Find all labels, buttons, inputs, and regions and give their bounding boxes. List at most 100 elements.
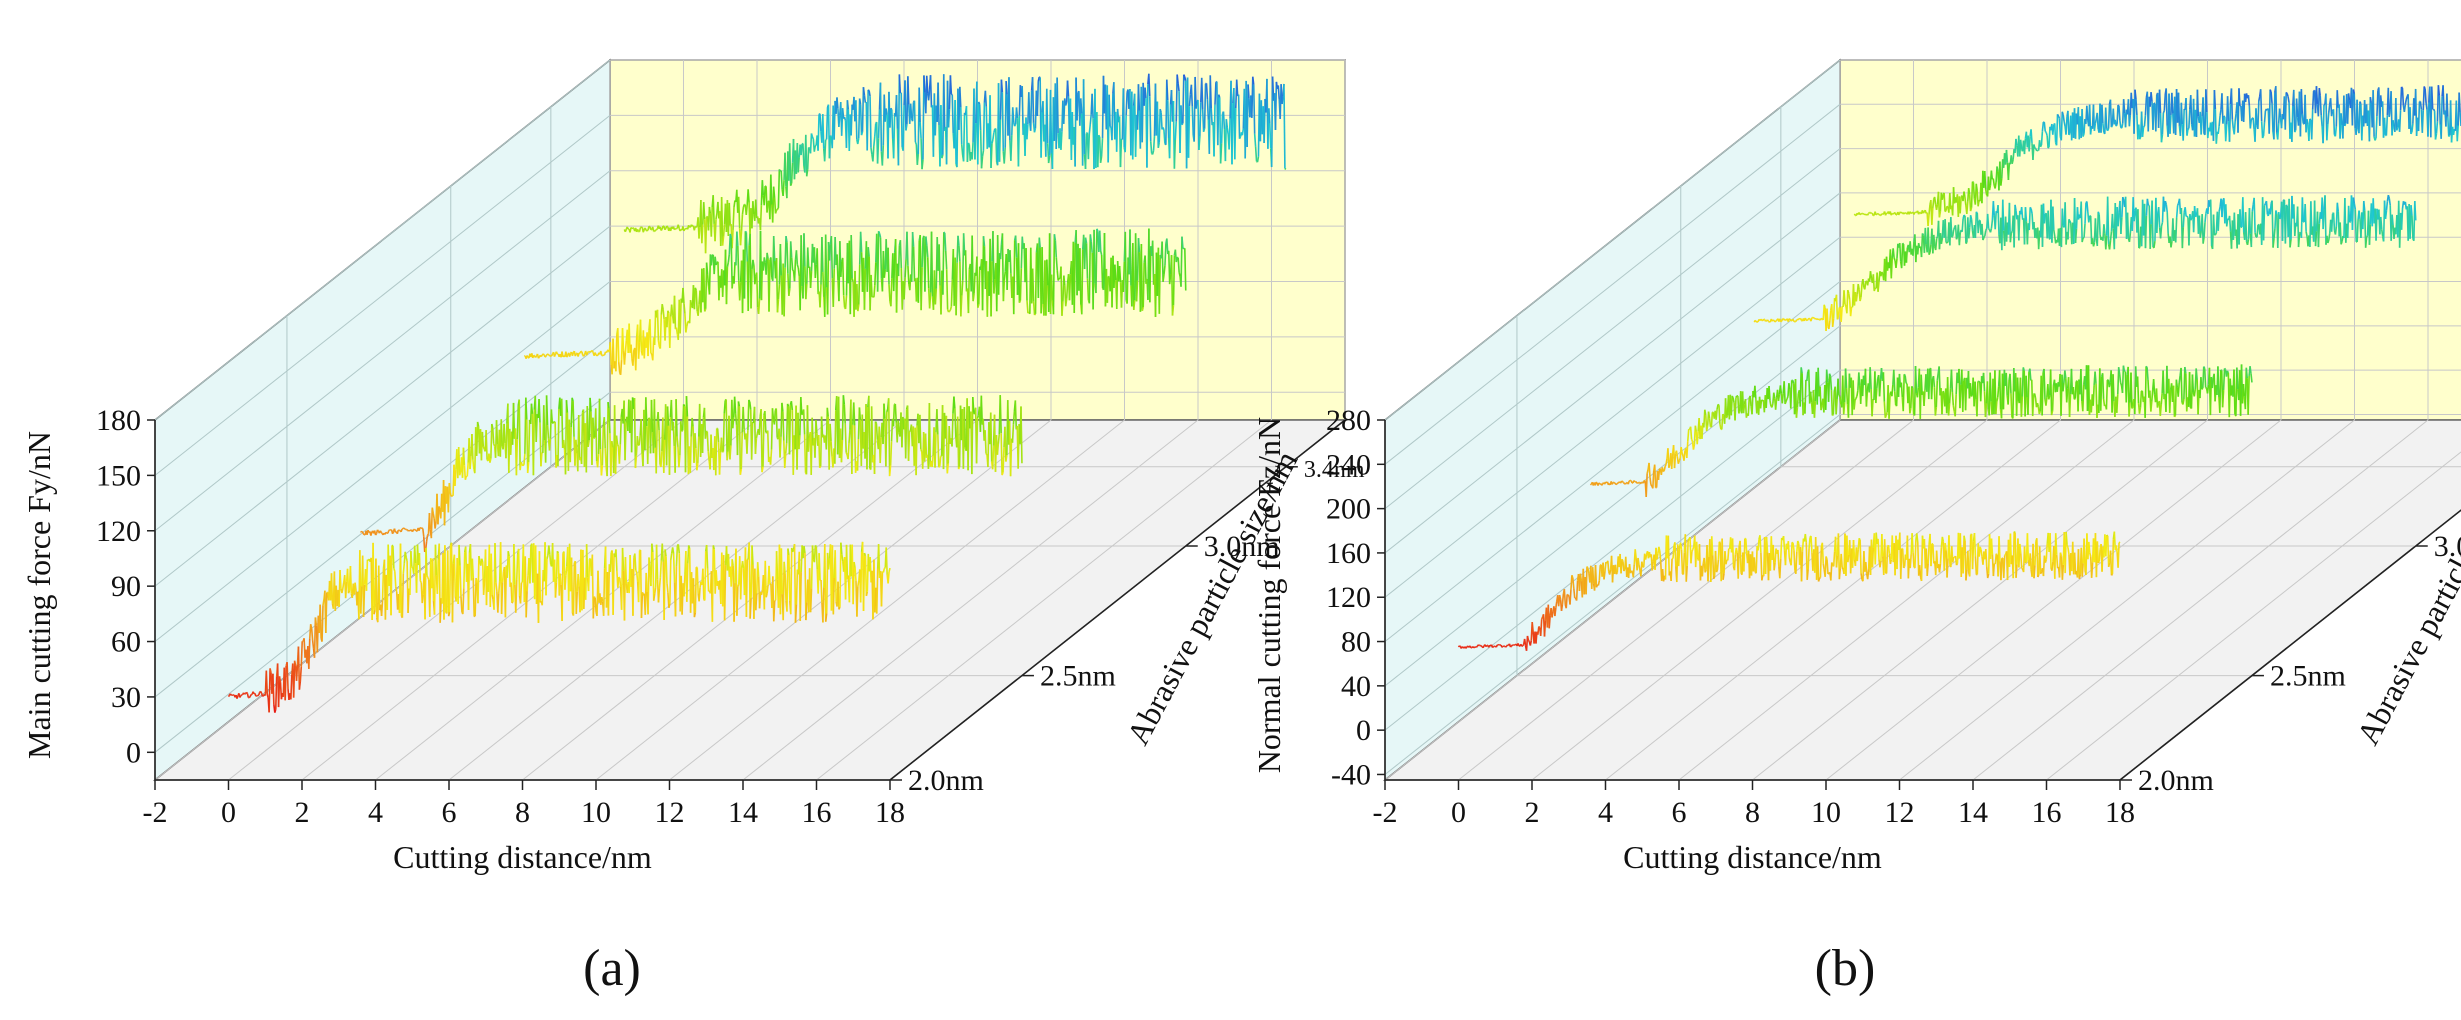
series-segment <box>284 665 287 701</box>
series-segment <box>2112 374 2115 402</box>
series-segment <box>462 447 466 466</box>
series-segment <box>738 406 742 475</box>
series-segment <box>951 94 955 134</box>
series-segment <box>2188 372 2192 409</box>
series-segment <box>466 462 469 477</box>
series-segment <box>1224 119 1228 162</box>
series-segment <box>747 245 750 312</box>
series-segment <box>984 90 988 107</box>
series-segment <box>2136 376 2140 404</box>
series-segment <box>2403 104 2407 112</box>
series-segment <box>1011 107 1015 123</box>
series-segment <box>811 136 815 140</box>
series-segment <box>497 581 501 594</box>
series-segment <box>1884 415 1887 419</box>
series-segment <box>668 603 671 609</box>
series-segment <box>996 443 1000 455</box>
series-segment <box>712 545 716 550</box>
series-segment <box>929 75 933 108</box>
series-segment <box>1095 228 1098 294</box>
series-segment <box>1839 396 1842 405</box>
series-segment <box>1099 250 1103 256</box>
series-segment <box>379 530 382 533</box>
series-segment <box>469 456 472 470</box>
series-segment <box>1731 395 1734 399</box>
series-segment <box>2191 374 2195 393</box>
series-segment <box>1869 271 1873 279</box>
series-segment <box>1988 228 1991 231</box>
series-segment <box>909 103 913 119</box>
series-segment <box>2196 89 2200 117</box>
series-segment <box>1087 133 1091 160</box>
series-segment <box>774 209 778 214</box>
series-segment <box>560 398 564 448</box>
series-segment <box>1177 83 1180 92</box>
series-segment <box>2400 208 2404 230</box>
series-segment <box>292 660 296 698</box>
series-3.4nm <box>623 73 1287 254</box>
series-segment <box>2295 98 2299 118</box>
series-segment <box>972 293 975 302</box>
series-segment <box>2215 131 2219 144</box>
series-segment <box>2169 115 2172 134</box>
series-segment <box>2094 118 2098 124</box>
series-segment <box>1990 219 1994 229</box>
series-segment <box>1668 464 1671 469</box>
series-segment <box>1673 453 1677 469</box>
series-segment <box>1707 411 1711 419</box>
series-segment <box>616 443 620 447</box>
series-segment <box>2228 104 2232 142</box>
series-segment <box>621 328 625 351</box>
series-segment <box>664 549 667 557</box>
series-segment <box>694 433 697 449</box>
series-segment <box>718 452 722 475</box>
series-segment <box>934 432 937 468</box>
series-segment <box>737 245 740 281</box>
series-segment <box>945 415 949 474</box>
series-segment <box>752 259 755 266</box>
series-segment <box>680 421 683 432</box>
series-segment <box>966 142 970 163</box>
series-segment <box>2269 89 2272 93</box>
series-segment <box>2168 389 2172 413</box>
series-segment <box>1012 240 1016 315</box>
series-segment <box>1158 254 1162 314</box>
series-segment <box>1795 407 1799 418</box>
series-segment <box>889 441 893 466</box>
series-segment <box>607 401 610 409</box>
series-segment <box>293 660 297 666</box>
series-segment <box>532 409 536 476</box>
series-segment <box>991 445 995 470</box>
series-segment <box>1198 136 1201 151</box>
series-segment <box>1840 306 1843 322</box>
series-segment <box>1002 447 1005 473</box>
series-segment <box>1805 319 1808 322</box>
series-segment <box>721 450 724 453</box>
series-segment <box>564 400 568 475</box>
series-segment <box>1911 385 1914 389</box>
series-segment <box>1829 310 1832 322</box>
series-segment <box>1013 123 1017 127</box>
series-segment <box>1867 211 1871 215</box>
series-segment <box>2046 135 2049 149</box>
series-segment <box>1935 204 1939 210</box>
series-3.4nm <box>1853 85 2461 227</box>
series-segment <box>2327 239 2330 244</box>
series-segment <box>763 257 767 263</box>
series-segment <box>775 551 779 580</box>
series-segment <box>1929 244 1932 253</box>
series-segment <box>1732 397 1735 403</box>
series-segment <box>570 557 574 614</box>
series-segment <box>1171 305 1175 316</box>
series-segment <box>875 568 879 614</box>
series-segment <box>1060 131 1063 150</box>
series-segment <box>788 404 792 455</box>
series-segment <box>550 353 554 357</box>
series-segment <box>845 452 848 456</box>
series-segment <box>2130 372 2133 409</box>
series-segment <box>752 201 755 215</box>
series-segment <box>596 453 600 468</box>
series-segment <box>1760 318 1763 321</box>
series-segment <box>2106 196 2110 245</box>
series-segment <box>879 437 882 464</box>
